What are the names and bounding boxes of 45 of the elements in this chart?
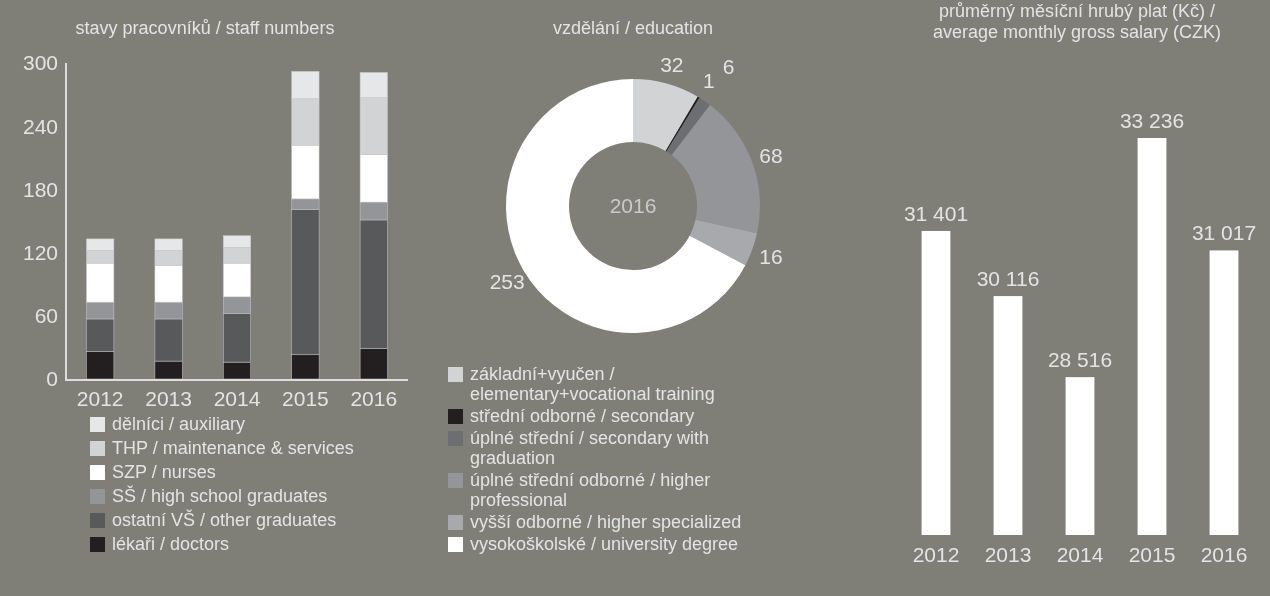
chart-title: průměrný měsíční hrubý plat (Kč) / average monthly gross salary (CZK) — [932, 1, 1222, 42]
legend-label: vyšší odborné / higher specialized — [470, 512, 742, 532]
x-tick-label: 2013 — [145, 387, 192, 410]
data-label: 31 017 — [1191, 221, 1257, 245]
donut-slice — [671, 105, 760, 234]
legend-label: střední odborné / secondary — [470, 406, 695, 426]
data-label: 32 — [660, 52, 684, 76]
x-tick-label: 2016 — [350, 387, 398, 410]
data-label: 1 — [703, 68, 715, 92]
data-label: 31 401 — [903, 201, 969, 225]
legend-label: vysokoškolské / university degree — [470, 534, 739, 554]
legend-label: SŠ / high school graduates — [112, 485, 328, 506]
y-tick-label: 60 — [34, 304, 58, 328]
donut-slice — [666, 97, 711, 156]
text: 2016 — [609, 194, 657, 218]
x-tick-label: 2015 — [1128, 543, 1176, 566]
y-tick-label: 240 — [22, 114, 58, 138]
data-label: 68 — [759, 143, 783, 167]
data-label: 16 — [759, 244, 783, 268]
y-tick-label: 0 — [46, 367, 58, 391]
legend-label: SZP / nurses — [112, 462, 216, 482]
x-tick-label: 2013 — [984, 543, 1032, 566]
y-tick-label: 120 — [22, 240, 58, 264]
data-label: 28 516 — [1047, 348, 1113, 372]
x-tick-label: 2014 — [1056, 543, 1104, 566]
legend-label: dělníci / auxiliary — [112, 414, 246, 434]
x-tick-label: 2015 — [282, 387, 329, 410]
x-tick-label: 2012 — [76, 387, 124, 410]
data-label: 253 — [489, 270, 525, 294]
x-tick-label: 2012 — [912, 543, 960, 566]
x-tick-label: 2016 — [1200, 543, 1248, 566]
chart-title: stavy pracovníků / staff numbers — [75, 18, 335, 38]
legend-label: ostatní VŠ / other graduates — [112, 509, 337, 530]
legend-label: lékaři / doctors — [112, 534, 230, 554]
donut-slice — [689, 219, 758, 266]
y-tick-label: 300 — [22, 51, 58, 75]
legend-label: THP / maintenance & services — [112, 438, 354, 458]
y-tick-label: 180 — [22, 177, 58, 201]
data-label: 33 236 — [1119, 109, 1185, 132]
x-tick-label: 2014 — [213, 387, 261, 410]
chart-title: vzdělání / education — [552, 18, 714, 38]
data-label: 6 — [722, 55, 735, 79]
donut-slice — [665, 96, 700, 152]
data-label: 30 116 — [976, 267, 1040, 291]
donut-slice — [633, 79, 698, 151]
